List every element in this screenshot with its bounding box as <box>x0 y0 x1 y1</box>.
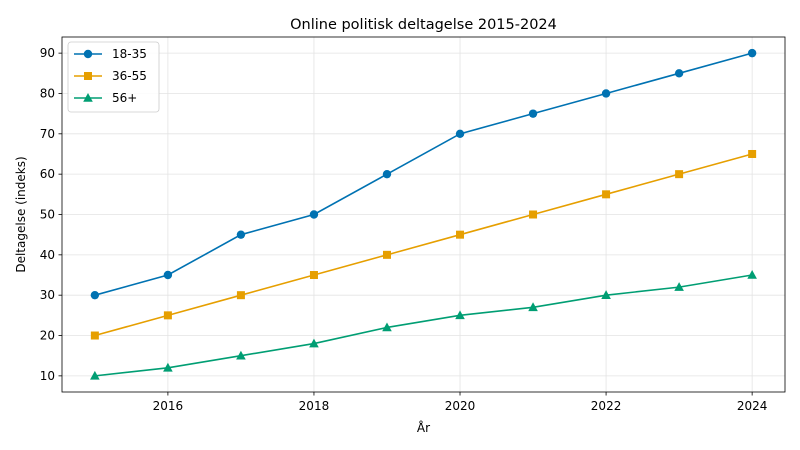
x-tick-label: 2022 <box>591 399 622 413</box>
data-point <box>529 210 538 219</box>
data-point <box>528 109 538 118</box>
data-point <box>455 129 465 139</box>
data-point <box>382 250 391 259</box>
y-tick-label: 40 <box>40 248 55 262</box>
y-tick-label: 80 <box>40 86 55 100</box>
series-line <box>94 153 753 337</box>
series-56+ <box>90 270 757 380</box>
legend-label: 36-55 <box>112 69 147 83</box>
y-tick-label: 60 <box>40 167 55 181</box>
data-point <box>90 331 99 340</box>
x-tick-label: 2024 <box>737 399 768 413</box>
data-point <box>163 270 173 280</box>
grid <box>62 37 785 392</box>
data-point <box>747 270 757 279</box>
data-point <box>528 302 538 312</box>
x-axis-title: År <box>417 420 430 435</box>
legend-item: 56+ <box>74 91 137 105</box>
data-point <box>236 350 246 360</box>
legend: 18-35 36-55 56+ <box>67 41 160 113</box>
legend-marker <box>83 93 93 102</box>
y-tick-label: 90 <box>40 46 55 60</box>
data-point <box>236 230 246 239</box>
y-tick-label: 10 <box>40 369 55 383</box>
data-point <box>382 322 392 332</box>
data-point <box>602 190 611 199</box>
legend-box <box>67 41 160 113</box>
series-line <box>94 274 753 377</box>
data-point <box>163 362 173 372</box>
legend-label: 18-35 <box>112 47 147 61</box>
data-point <box>674 282 684 291</box>
data-point <box>309 271 318 280</box>
data-point <box>309 210 319 219</box>
data-point <box>601 290 611 299</box>
data-point <box>456 230 465 239</box>
series-layer <box>90 48 757 380</box>
y-axis: 10 20 30 40 50 60 70 80 90 <box>40 46 62 383</box>
legend-label: 56+ <box>112 91 137 105</box>
data-point <box>747 48 757 58</box>
x-axis: 2016 2018 2020 2022 2024 <box>153 392 768 413</box>
data-point <box>309 338 319 348</box>
y-axis-title: Deltagelse (indeks) <box>14 156 28 272</box>
legend-item: 18-35 <box>74 47 147 61</box>
series-line <box>94 52 753 296</box>
data-point <box>90 290 100 300</box>
y-tick-label: 30 <box>40 288 55 302</box>
series-18-35 <box>90 48 757 300</box>
x-tick-label: 2020 <box>445 399 476 413</box>
data-point <box>601 89 611 98</box>
data-point <box>90 370 100 380</box>
legend-marker <box>83 49 93 59</box>
y-tick-label: 20 <box>40 329 55 343</box>
legend-item: 36-55 <box>74 69 147 83</box>
series-36-55 <box>90 149 757 340</box>
x-tick-label: 2016 <box>153 399 184 413</box>
data-point <box>163 311 172 320</box>
x-tick-label: 2018 <box>299 399 330 413</box>
y-tick-label: 50 <box>40 208 55 222</box>
data-point <box>674 69 684 78</box>
data-point <box>455 310 465 320</box>
data-point <box>675 170 684 179</box>
y-tick-label: 70 <box>40 127 55 141</box>
chart-title: Online politisk deltagelse 2015-2024 <box>290 17 557 33</box>
data-point <box>382 169 392 179</box>
data-point <box>748 149 757 158</box>
data-point <box>236 291 245 300</box>
legend-marker <box>84 72 92 80</box>
